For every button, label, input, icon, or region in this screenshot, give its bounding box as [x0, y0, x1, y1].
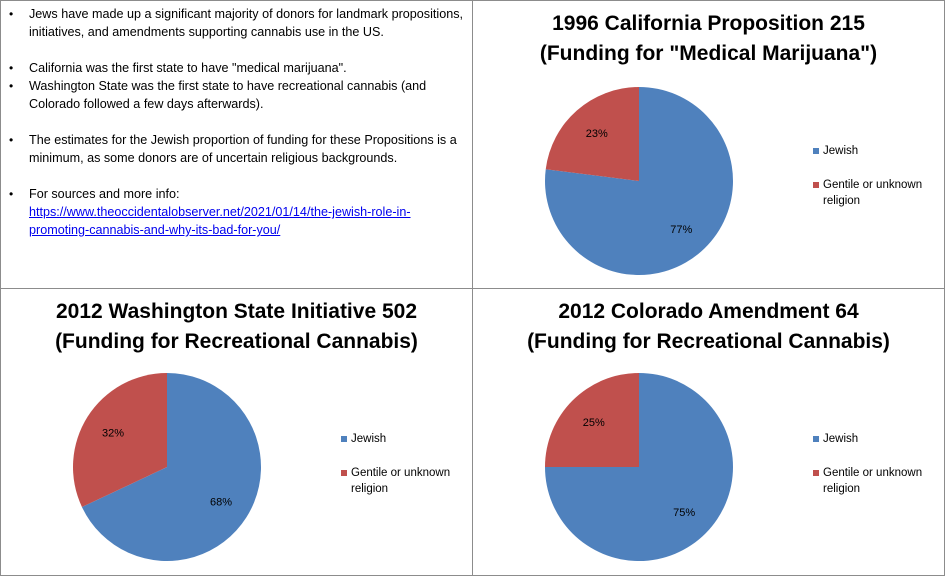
- notes-panel: • Jews have made up a significant majorit…: [0, 0, 473, 289]
- pie-slice-gentile: [545, 87, 639, 181]
- note-text: For sources and more info:: [29, 187, 180, 201]
- chart-title-line: 2012 Colorado Amendment 64: [558, 300, 859, 323]
- bullet-icon: •: [9, 187, 14, 201]
- note-text: California was the first state to have "…: [29, 61, 347, 75]
- note-item: • The estimates for the Jewish proportion…: [9, 131, 464, 167]
- legend-swatch: [813, 470, 819, 476]
- chart-panel-california: 1996 California Proposition 215 (Funding…: [472, 0, 945, 289]
- chart-title: 1996 California Proposition 215 (Funding…: [473, 9, 944, 69]
- chart-title-line: (Funding for Recreational Cannabis): [527, 330, 890, 353]
- legend-label: Jewish: [351, 433, 387, 445]
- chart-title: 2012 Colorado Amendment 64 (Funding for …: [473, 297, 944, 357]
- legend-item-gentile: Gentile or unknown religion: [813, 177, 943, 209]
- note-item: • Washington State was the first state to…: [9, 77, 464, 113]
- notes-list: • Jews have made up a significant majorit…: [1, 1, 472, 239]
- bullet-icon: •: [9, 7, 14, 21]
- pie-label-jewish: 75%: [673, 507, 695, 519]
- legend-swatch: [813, 182, 819, 188]
- pie-chart-colorado: 75% 25%: [545, 373, 733, 561]
- pie-slice-gentile: [72, 373, 167, 508]
- legend-item-gentile: Gentile or unknown religion: [813, 465, 943, 497]
- chart-title-line: 1996 California Proposition 215: [552, 12, 865, 35]
- legend-item-jewish: Jewish: [813, 431, 943, 447]
- note-item: • For sources and more info: https://www.t…: [9, 185, 464, 239]
- chart-panel-washington: 2012 Washington State Initiative 502 (Fu…: [0, 288, 473, 576]
- legend-label: Gentile or unknown religion: [351, 467, 451, 495]
- legend-swatch: [813, 436, 819, 442]
- pie-label-gentile: 25%: [583, 417, 605, 429]
- chart-legend: Jewish Gentile or unknown religion: [341, 431, 471, 497]
- note-text: The estimates for the Jewish proportion …: [29, 133, 457, 165]
- legend-swatch: [813, 148, 819, 154]
- chart-panel-colorado: 2012 Colorado Amendment 64 (Funding for …: [472, 288, 945, 576]
- note-item: • California was the first state to have …: [9, 59, 464, 77]
- legend-item-jewish: Jewish: [813, 143, 943, 159]
- note-text: Jews have made up a significant majority…: [29, 7, 463, 39]
- bullet-icon: •: [9, 79, 14, 93]
- pie-slice-jewish: [81, 373, 262, 561]
- pie-label-gentile: 23%: [586, 128, 608, 140]
- legend-label: Jewish: [823, 433, 859, 445]
- chart-title: 2012 Washington State Initiative 502 (Fu…: [1, 297, 472, 357]
- bullet-icon: •: [9, 133, 14, 147]
- chart-legend: Jewish Gentile or unknown religion: [813, 431, 943, 497]
- legend-item-jewish: Jewish: [341, 431, 471, 447]
- source-link[interactable]: https://www.theoccidentalobserver.net/20…: [29, 205, 411, 237]
- chart-legend: Jewish Gentile or unknown religion: [813, 143, 943, 209]
- pie-chart-washington: 68% 32%: [72, 373, 262, 561]
- legend-item-gentile: Gentile or unknown religion: [341, 465, 471, 497]
- pie-slice-gentile: [545, 373, 639, 467]
- pie-chart-california: 77% 23%: [545, 87, 733, 275]
- chart-title-line: (Funding for Recreational Cannabis): [55, 330, 418, 353]
- chart-title-line: (Funding for "Medical Marijuana"): [539, 42, 878, 65]
- legend-label: Jewish: [823, 145, 859, 157]
- pie-label-gentile: 32%: [102, 428, 124, 440]
- bullet-icon: •: [9, 61, 14, 75]
- legend-label: Gentile or unknown religion: [823, 467, 923, 495]
- pie-label-jewish: 77%: [670, 224, 692, 236]
- chart-title-line: 2012 Washington State Initiative 502: [56, 300, 417, 323]
- legend-swatch: [341, 470, 347, 476]
- legend-label: Gentile or unknown religion: [823, 179, 923, 207]
- note-item: • Jews have made up a significant majorit…: [9, 5, 464, 41]
- legend-swatch: [341, 436, 347, 442]
- pie-label-jewish: 68%: [210, 496, 232, 508]
- note-text: Washington State was the first state to …: [29, 79, 427, 111]
